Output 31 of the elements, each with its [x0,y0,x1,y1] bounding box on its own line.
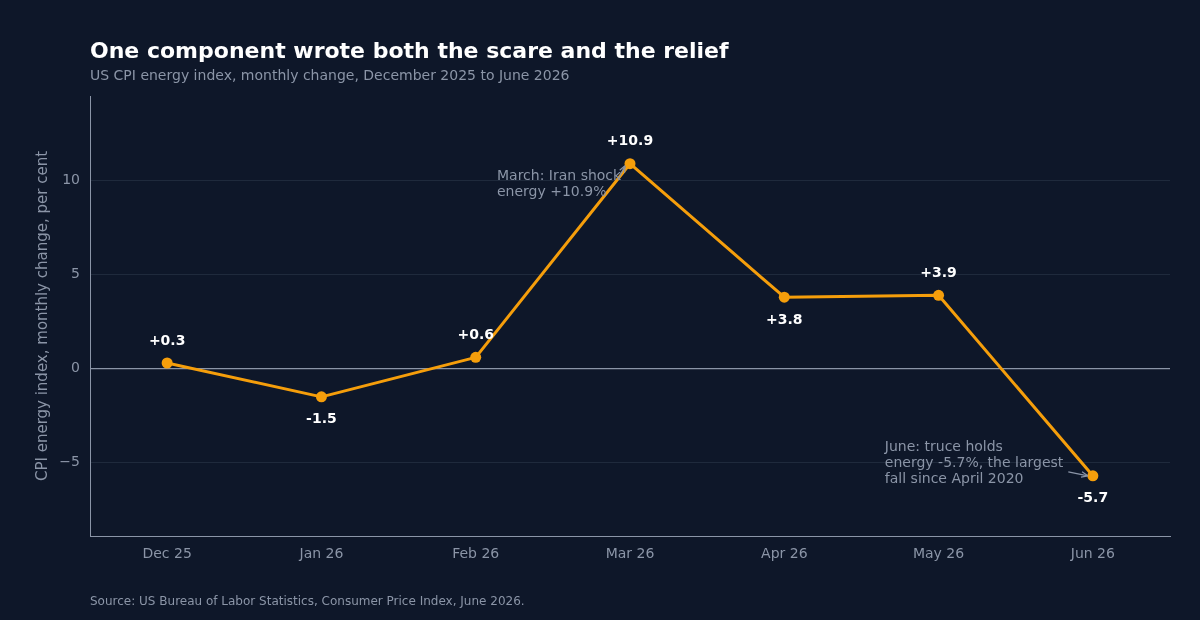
data-label: -1.5 [306,410,337,427]
y-tick-label: 5 [71,265,80,282]
data-label: +10.9 [606,132,654,149]
chart-title: One component wrote both the scare and the relief [90,38,729,63]
y-axis-title: CPI energy index, monthly change, per cent [32,150,51,482]
data-label: -5.7 [1077,489,1109,506]
y-tick-label: 0 [71,359,80,376]
data-label: +3.9 [920,263,957,280]
point [470,351,482,363]
x-tick-label: Apr 26 [761,545,808,562]
y-tick-label: −5 [59,453,80,470]
x-tick-label: Mar 26 [605,545,655,562]
point [624,158,636,170]
point [161,357,173,369]
point [1087,470,1099,482]
source-note: Source: US Bureau of Labor Statistics, Consumer Price Index, June 2026. [90,594,525,608]
chart-subtitle: US CPI energy index, monthly change, December 2025 to June 2026 [90,67,570,83]
point [933,289,945,301]
x-tick-label: Jan 26 [298,545,344,562]
annotation: June: truce holds energy -5.7%, the largest fall since April 2020 [883,438,1064,487]
data-label: +0.6 [457,326,494,343]
x-tick-label: Feb 26 [452,545,500,562]
y-tick-label: 10 [62,171,80,188]
point [315,391,327,403]
annotation: March: Iran shock energy +10.9% [497,167,623,200]
x-tick-label: Dec 25 [142,545,192,562]
point [778,291,790,303]
x-tick-label: May 26 [912,545,965,562]
data-label: +0.3 [148,331,186,348]
data-label: +3.8 [766,310,803,327]
x-tick-label: Jun 26 [1069,545,1116,562]
